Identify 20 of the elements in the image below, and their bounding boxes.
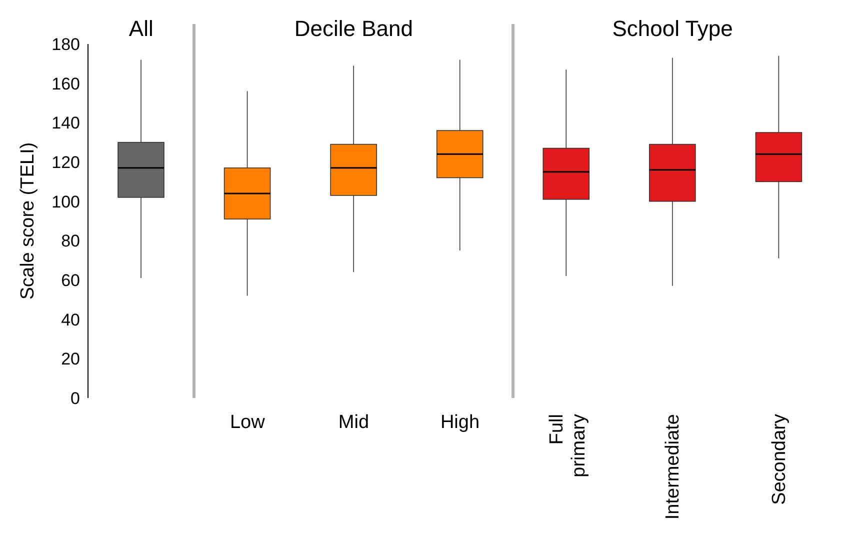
- y-axis-title: Scale score (TELI): [18, 142, 39, 300]
- y-tick-label: 120: [52, 153, 80, 172]
- y-tick-label: 40: [61, 310, 80, 330]
- text: School Type: [611, 16, 734, 42]
- x-tick-label: High: [440, 412, 480, 433]
- x-tick-label: Mid: [338, 412, 370, 433]
- y-tick-label: 80: [61, 232, 80, 251]
- x-tick-label: Low: [230, 412, 266, 433]
- y-tick-label: 140: [52, 114, 80, 133]
- y-tick-label: 100: [52, 192, 80, 212]
- text: Decile Band: [293, 16, 414, 42]
- y-tick-label: 160: [52, 74, 80, 94]
- text: All: [128, 16, 154, 41]
- x-tick-label: Secondary: [768, 414, 790, 505]
- y-tick-label: 20: [61, 350, 80, 369]
- y-tick-label: 180: [52, 35, 80, 54]
- y-tick-label: 60: [61, 271, 80, 290]
- x-tick-label: Full primary: [546, 414, 590, 478]
- x-tick-label: Intermediate: [662, 414, 684, 520]
- y-tick-label: 0: [70, 389, 80, 408]
